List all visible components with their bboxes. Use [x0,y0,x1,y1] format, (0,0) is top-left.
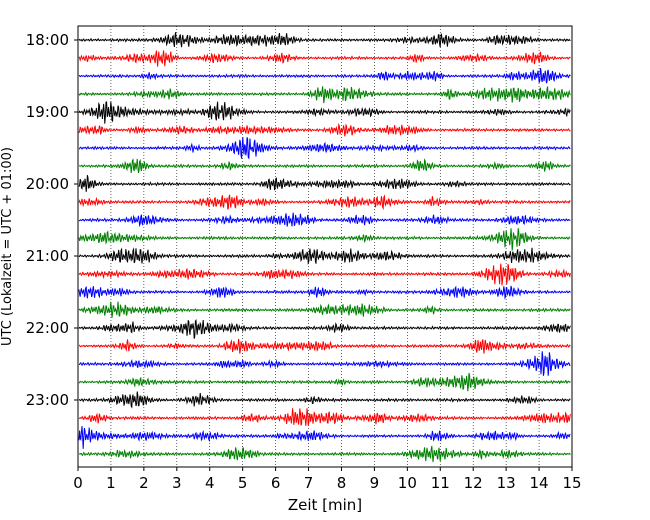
trace-19:45 [78,158,571,174]
trace-20:45 [78,228,571,251]
x-tick-label: 4 [205,474,215,492]
x-tick-label: 8 [337,474,347,492]
trace-19:30 [78,136,571,160]
trace-20:00 [78,175,571,192]
x-axis-ticks: 0 1 2 3 4 5 6 7 8 9 10 11 12 13 14 15 [73,467,582,492]
x-tick-label: 3 [172,474,182,492]
trace-18:45 [78,86,571,104]
trace-21:15 [78,263,571,286]
x-tick-label: 12 [464,474,483,492]
x-tick-label: 9 [370,474,380,492]
trace-23:00 [78,391,571,409]
y-tick-label: 20:00 [26,175,69,193]
x-tick-label: 5 [238,474,248,492]
y-tick-label: 18:00 [26,31,69,49]
trace-20:15 [78,194,571,211]
trace-23:15 [78,408,571,426]
trace-22:30 [78,351,571,376]
trace-21:00 [78,247,571,265]
x-tick-label: 7 [304,474,314,492]
trace-21:45 [78,301,571,318]
trace-19:15 [78,122,571,137]
x-axis-label: Zeit [min] [288,496,362,514]
x-tick-label: 6 [271,474,281,492]
y-tick-label: 21:00 [26,247,69,265]
y-tick-label: 19:00 [26,103,69,121]
y-tick-label: 22:00 [26,319,69,337]
plot-frame [77,25,573,468]
trace-22:45 [78,372,571,392]
trace-19:00 [78,101,571,124]
trace-18:15 [78,50,571,67]
trace-20:30 [78,212,571,228]
trace-18:30 [78,67,571,84]
x-tick-label: 14 [530,474,549,492]
trace-22:15 [78,338,571,354]
trace-21:30 [78,285,571,300]
helicorder-traces [78,32,571,463]
x-tick-label: 10 [398,474,417,492]
y-axis-ticks: 18:00 19:00 20:00 21:00 22:00 23:00 [26,31,78,409]
x-tick-label: 13 [497,474,516,492]
trace-23:45 [78,445,571,463]
x-tick-label: 0 [73,474,83,492]
trace-18:00 [78,32,571,48]
x-tick-label: 15 [562,474,581,492]
x-tick-label: 11 [431,474,450,492]
y-axis-label: UTC (Lokalzeit = UTC + 01:00) [0,147,15,346]
x-tick-label: 1 [106,474,116,492]
x-tick-label: 2 [139,474,149,492]
trace-23:30 [78,425,571,449]
y-tick-label: 23:00 [26,391,69,409]
trace-22:00 [78,318,571,339]
